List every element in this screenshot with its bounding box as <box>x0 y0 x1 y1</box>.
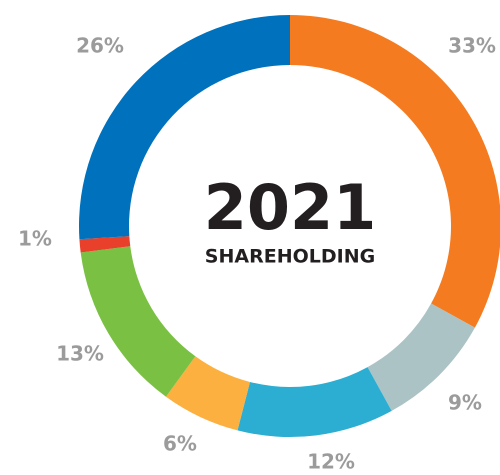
data-label: 13% <box>56 342 104 366</box>
donut-segment <box>165 356 250 431</box>
chart-subtitle: SHAREHOLDING <box>205 246 375 268</box>
data-label: 1% <box>18 227 52 251</box>
data-label: 9% <box>448 391 482 415</box>
donut-segment <box>290 15 500 328</box>
data-label: 33% <box>448 34 496 58</box>
donut-segment <box>79 236 131 253</box>
data-label: 12% <box>307 450 355 474</box>
chart-title: 2021 <box>204 171 377 244</box>
data-label: 6% <box>163 432 197 456</box>
donut-segment <box>237 367 392 437</box>
donut-segment <box>80 246 196 397</box>
donut-segment <box>367 303 475 411</box>
donut-segment <box>79 15 290 240</box>
data-label: 26% <box>76 34 124 58</box>
